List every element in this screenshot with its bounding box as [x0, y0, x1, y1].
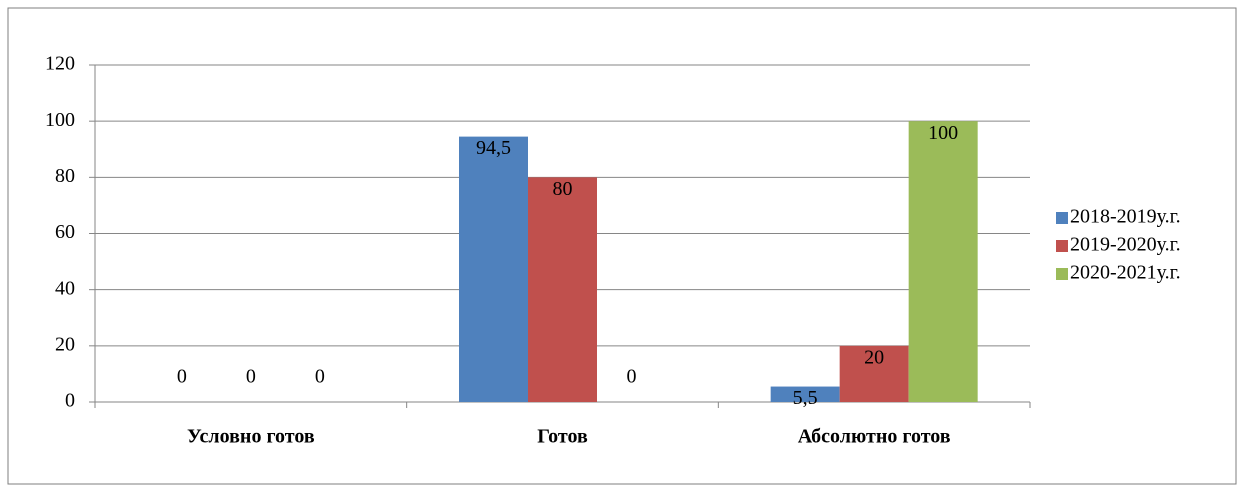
data-label: 0	[177, 366, 187, 388]
y-tick-label: 120	[45, 53, 75, 75]
data-label: 80	[553, 178, 573, 200]
y-tick-label: 80	[55, 165, 75, 187]
legend-label: 2018-2019у.г.	[1070, 206, 1181, 228]
data-label: 0	[627, 366, 637, 388]
bar	[528, 177, 597, 402]
bar	[459, 136, 528, 403]
data-label: 94,5	[476, 137, 511, 159]
chart-frame	[7, 7, 1237, 485]
y-tick-label: 40	[55, 277, 75, 299]
y-tick-label: 0	[65, 390, 75, 412]
bar	[770, 386, 840, 402]
legend-swatch	[1056, 268, 1068, 280]
legend-label: 2020-2021у.г.	[1070, 262, 1181, 284]
data-label: 0	[315, 366, 325, 388]
y-tick-label: 100	[45, 109, 75, 131]
legend-swatch	[1056, 212, 1068, 224]
legend-label: 2019-2020у.г.	[1070, 234, 1181, 256]
legend-swatch	[1056, 240, 1068, 252]
data-label: 5,5	[793, 387, 818, 409]
x-tick-label: Готов	[537, 426, 588, 448]
data-label: 0	[246, 366, 256, 388]
data-label: 100	[928, 122, 958, 144]
bar	[839, 345, 909, 402]
x-tick-label: Условно готов	[187, 426, 315, 448]
y-tick-label: 20	[55, 333, 75, 355]
x-tick-label: Абсолютно готов	[798, 426, 951, 448]
y-tick-label: 60	[55, 221, 75, 243]
data-label: 20	[864, 346, 884, 368]
bar	[908, 121, 978, 403]
